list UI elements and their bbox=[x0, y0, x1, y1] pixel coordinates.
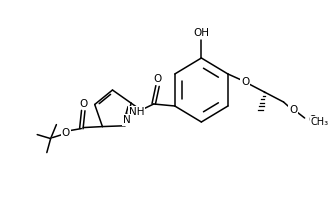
Text: O: O bbox=[241, 77, 249, 87]
Text: CH₃: CH₃ bbox=[311, 117, 328, 127]
Text: O: O bbox=[154, 74, 162, 84]
Text: N: N bbox=[123, 115, 131, 125]
Text: O: O bbox=[62, 128, 70, 138]
Text: O: O bbox=[79, 99, 87, 109]
Text: O: O bbox=[308, 115, 317, 125]
Text: NH: NH bbox=[129, 107, 144, 117]
Text: OH: OH bbox=[194, 28, 209, 38]
Text: O: O bbox=[289, 105, 297, 115]
